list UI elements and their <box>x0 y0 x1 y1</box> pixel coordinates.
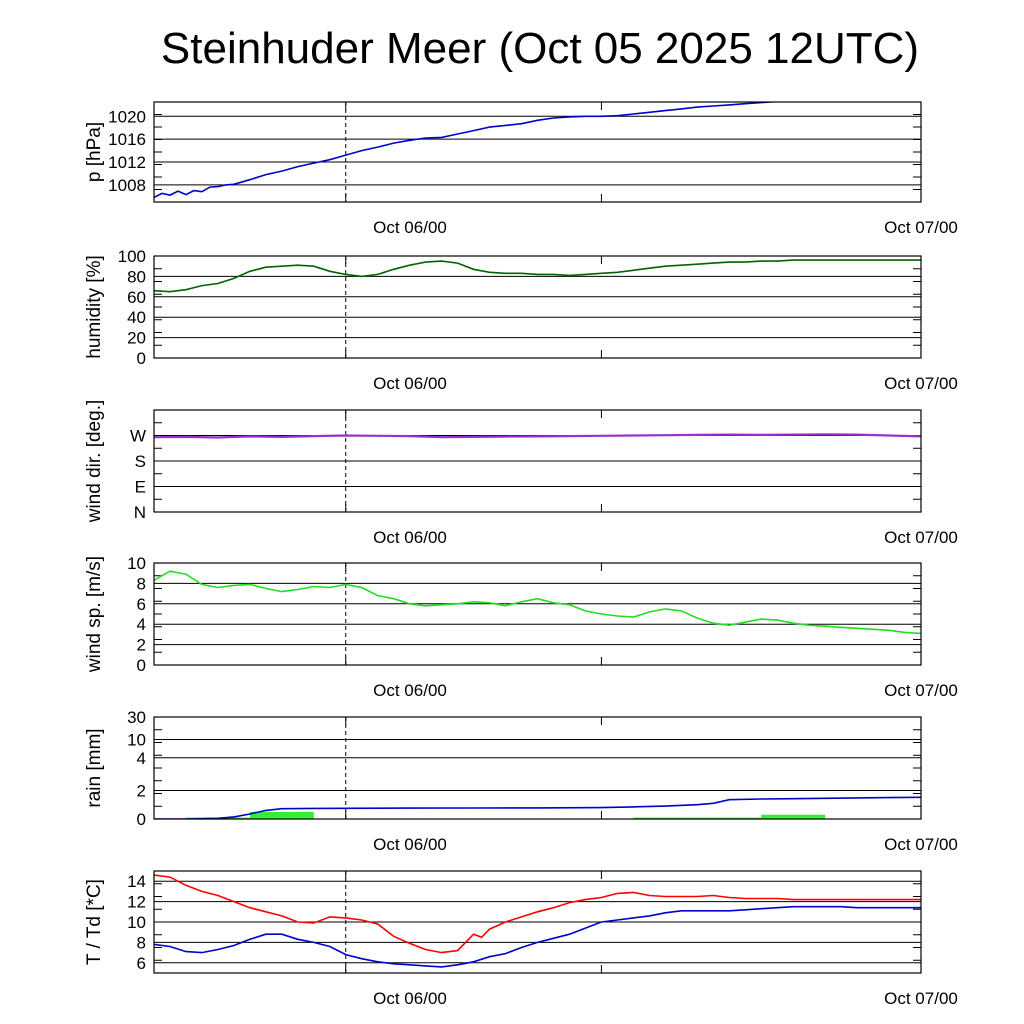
x-tick-label-temperature: Oct 07/00 <box>884 989 958 1008</box>
y-tick-label-wind_dir: N <box>134 503 146 522</box>
y-tick-label-wind_dir: E <box>135 478 146 497</box>
y-axis-label-wind_dir: wind dir. [deg.] <box>84 400 105 524</box>
y-axis-label-humidity: humidity [%] <box>84 255 105 358</box>
series-line-wind_speed-0 <box>154 570 921 635</box>
y-tick-label-humidity: 60 <box>127 288 146 307</box>
y-tick-label-rain: 30 <box>127 708 146 727</box>
x-tick-label-wind_speed: Oct 06/00 <box>373 681 447 700</box>
y-tick-label-wind_speed: 0 <box>137 656 146 675</box>
x-tick-label-wind_dir: Oct 07/00 <box>884 528 958 547</box>
panel-frame <box>153 101 922 203</box>
series-line-temperature-0 <box>154 874 921 954</box>
y-tick-label-humidity: 40 <box>127 308 146 327</box>
y-tick-label-wind_speed: 6 <box>137 595 146 614</box>
y-tick-label-temperature: 14 <box>127 872 146 891</box>
y-tick-label-humidity: 80 <box>127 267 146 286</box>
x-tick-label-wind_speed: Oct 07/00 <box>884 681 958 700</box>
y-tick-label-temperature: 10 <box>127 913 146 932</box>
y-axis-label-pressure: p [hPa] <box>84 122 105 182</box>
y-tick-label-temperature: 12 <box>127 893 146 912</box>
y-tick-label-wind_speed: 8 <box>137 574 146 593</box>
panel-frame <box>153 409 922 513</box>
x-tick-label-pressure: Oct 07/00 <box>884 218 958 237</box>
panel-rain: 0 2 410 30 rain [mm] Oct 06/00 Oct 07/00 <box>84 708 958 854</box>
x-tick-label-rain: Oct 06/00 <box>373 835 447 854</box>
x-tick-label-rain: Oct 07/00 <box>884 835 958 854</box>
series-line-pressure-0 <box>154 102 880 199</box>
panel-wind_speed: 02 46 810 wind sp. [m/s] Oct 06/00 Oct 07/00 <box>84 554 958 700</box>
panel-frame <box>153 255 922 359</box>
panel-frame <box>153 562 922 666</box>
x-tick-label-pressure: Oct 06/00 <box>373 218 447 237</box>
y-tick-label-wind_speed: 10 <box>127 554 146 573</box>
y-tick-label-humidity: 20 <box>127 329 146 348</box>
y-tick-label-wind_dir: S <box>135 452 146 471</box>
series-line-rain-0 <box>154 796 921 819</box>
y-axis-label-rain: rain [mm] <box>84 728 105 807</box>
y-tick-label-humidity: 0 <box>137 349 146 368</box>
y-tick-label-pressure: 1016 <box>108 130 146 149</box>
rain-bar <box>761 814 826 819</box>
y-tick-label-wind_dir: W <box>130 427 146 446</box>
y-tick-label-pressure: 1012 <box>108 153 146 172</box>
panel-frame <box>153 716 922 820</box>
y-tick-label-humidity: 100 <box>118 247 146 266</box>
y-axis-label-wind_speed: wind sp. [m/s] <box>84 556 105 673</box>
series-line-wind_dir-0 <box>154 433 921 439</box>
series-line-humidity-0 <box>154 259 921 293</box>
y-tick-label-wind_speed: 4 <box>137 615 146 634</box>
y-tick-label-rain: 10 <box>127 730 146 749</box>
rain-bar <box>249 811 314 819</box>
y-tick-label-rain: 4 <box>137 749 146 768</box>
y-tick-label-pressure: 1008 <box>108 176 146 195</box>
y-tick-label-temperature: 6 <box>137 954 146 973</box>
x-tick-label-temperature: Oct 06/00 <box>373 989 447 1008</box>
y-tick-label-rain: 2 <box>137 781 146 800</box>
y-tick-label-rain: 0 <box>137 810 146 829</box>
y-tick-label-temperature: 8 <box>137 933 146 952</box>
x-tick-label-humidity: Oct 07/00 <box>884 374 958 393</box>
y-tick-label-wind_speed: 2 <box>137 636 146 655</box>
y-tick-label-pressure: 1020 <box>108 107 146 126</box>
panel-frame <box>153 870 922 974</box>
chart-title: Steinhuder Meer (Oct 05 2025 12UTC) <box>160 24 920 73</box>
y-axis-label-temperature: T / Td [*C] <box>84 879 105 965</box>
x-tick-label-wind_dir: Oct 06/00 <box>373 528 447 547</box>
series-line-temperature-1 <box>154 905 921 968</box>
x-tick-label-humidity: Oct 06/00 <box>373 374 447 393</box>
